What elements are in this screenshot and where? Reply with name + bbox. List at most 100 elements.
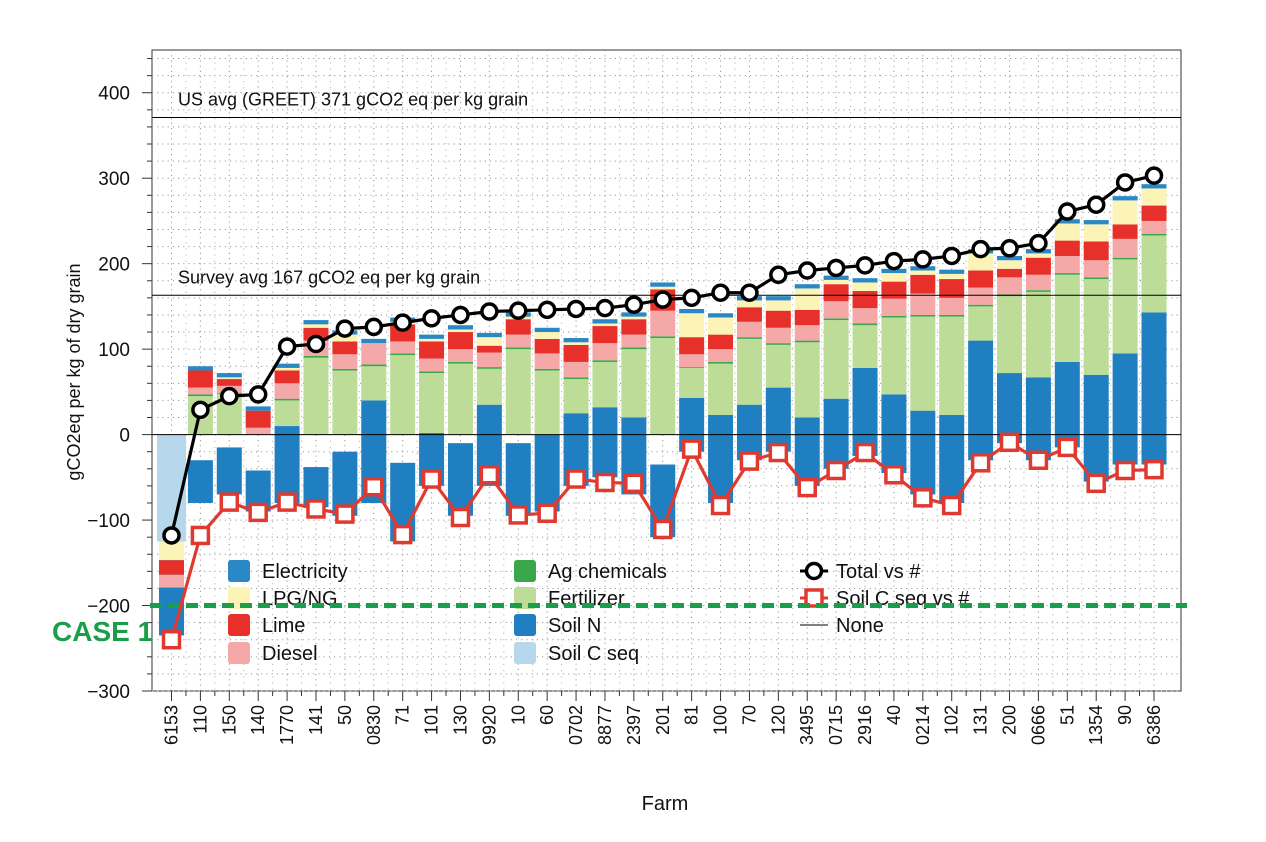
bar-electricity <box>1141 184 1167 189</box>
x-tick-label: 9920 <box>479 705 499 745</box>
soil-c-seq-point <box>566 469 586 489</box>
bar-electricity <box>361 338 387 344</box>
x-tick-label: 140 <box>248 705 268 735</box>
bar-ag-chemicals <box>1141 233 1167 236</box>
bar-soil-n <box>1054 361 1080 448</box>
x-tick-label: 141 <box>306 705 326 735</box>
bar-lpg-ng <box>708 317 734 335</box>
bar-ag-chemicals <box>736 337 762 339</box>
x-tick-label: 51 <box>1057 705 1077 725</box>
bar-lime <box>708 334 734 350</box>
y-tick-label: 0 <box>119 426 130 447</box>
y-tick-label: −100 <box>87 511 130 532</box>
bar-diesel <box>939 297 965 315</box>
bar-lime <box>910 274 936 294</box>
bar-fertilizer <box>447 363 473 435</box>
bar-lime <box>1054 240 1080 256</box>
soil-c-seq-point <box>190 525 211 546</box>
bar-diesel <box>621 334 647 348</box>
bar-electricity <box>852 278 878 283</box>
bar-diesel <box>910 293 936 315</box>
bar-ag-chemicals <box>939 314 965 317</box>
bar-soil-n <box>765 387 791 452</box>
soil-c-seq-point <box>364 476 384 497</box>
bar-fertilizer <box>881 317 907 395</box>
bar-electricity <box>216 373 242 378</box>
y-axis-label: gCO2eq per kg of dry grain <box>64 263 84 480</box>
soil-c-seq-point <box>306 499 326 519</box>
bar-diesel <box>361 343 387 365</box>
legend-label: Soil N <box>548 615 601 637</box>
x-tick-label: 101 <box>422 705 442 735</box>
bar-lpg-ng <box>939 273 965 280</box>
bar-lime <box>968 270 994 288</box>
bar-soil-n <box>736 404 762 461</box>
legend-label: Electricity <box>262 561 348 583</box>
bar-soil-n <box>274 426 300 503</box>
total-point <box>797 261 817 280</box>
bar-fertilizer <box>852 325 878 368</box>
bar-lpg-ng <box>736 300 762 308</box>
total-point <box>855 256 875 275</box>
y-tick-label: −300 <box>87 682 130 703</box>
bar-lime <box>534 338 560 354</box>
bar-electricity <box>650 282 676 287</box>
bar-electricity <box>274 363 300 368</box>
x-tick-label: 120 <box>768 705 788 735</box>
x-tick-label: 1354 <box>1086 705 1106 745</box>
total-point <box>248 385 268 404</box>
soil-c-seq-point <box>219 492 240 512</box>
bar-lpg-ng <box>823 279 849 285</box>
total-point <box>740 283 759 302</box>
bar-diesel <box>881 298 907 316</box>
legend-swatch <box>514 614 536 636</box>
bar-diesel <box>650 310 676 337</box>
bar-electricity <box>1083 220 1109 225</box>
bar-ag-chemicals <box>1112 257 1138 260</box>
legend-swatch <box>514 560 536 582</box>
total-point <box>769 265 788 285</box>
x-tick-label: 3495 <box>797 705 817 745</box>
bar-diesel <box>419 358 445 372</box>
bar-lime <box>621 319 647 335</box>
x-tick-label: 110 <box>190 705 210 734</box>
bar-fertilizer <box>534 370 560 435</box>
soil-c-seq-point <box>335 504 355 524</box>
bar-diesel <box>563 361 589 378</box>
bar-lime <box>881 281 907 299</box>
bar-lpg-ng <box>1112 200 1138 225</box>
bar-fertilizer <box>823 320 849 399</box>
bar-lpg-ng <box>563 342 589 345</box>
x-tick-label: 90 <box>1115 705 1135 725</box>
total-point <box>1000 239 1019 258</box>
bar-diesel <box>390 341 416 354</box>
bar-lime <box>476 345 502 353</box>
soil-c-seq-point <box>1028 450 1049 470</box>
bar-fertilizer <box>390 355 416 435</box>
total-point <box>1086 195 1106 214</box>
bar-ag-chemicals <box>563 377 589 380</box>
bar-lpg-ng <box>621 316 647 320</box>
bar-ag-chemicals <box>505 347 531 350</box>
total-point <box>306 334 326 354</box>
x-tick-label: 1770 <box>277 705 297 745</box>
soil-c-seq-point <box>421 469 442 489</box>
legend-swatch <box>228 642 250 664</box>
bar-ag-chemicals <box>794 340 820 343</box>
bar-fertilizer <box>592 361 618 408</box>
series-lines-group <box>161 166 1164 650</box>
bar-fertilizer <box>650 338 676 435</box>
bar-diesel <box>679 354 705 368</box>
x-tick-label: 6153 <box>162 705 182 745</box>
bar-soil-n <box>910 410 936 495</box>
total-point <box>191 400 210 420</box>
x-tick-label: 200 <box>1000 705 1020 735</box>
y-tick-label: −200 <box>87 597 130 618</box>
x-tick-label: 60 <box>537 705 557 725</box>
bar-lpg-ng <box>910 270 936 275</box>
bar-lime <box>1025 257 1051 275</box>
bar-fertilizer <box>332 370 358 435</box>
bar-diesel <box>1112 238 1138 258</box>
case-line-group: CASE 1 <box>52 603 1187 647</box>
